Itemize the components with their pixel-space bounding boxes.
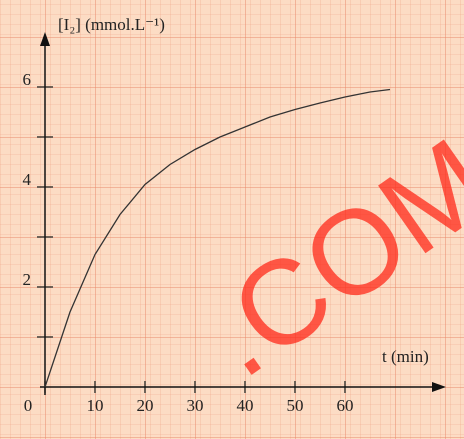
x-arrow [432, 382, 446, 392]
y-tick-label: 6 [23, 70, 32, 89]
y-tick-label: 2 [23, 270, 32, 289]
y-arrow [40, 32, 50, 46]
x-tick-label: 50 [287, 396, 304, 415]
y-axis-label: [I₂] (mmol.L⁻¹) [58, 15, 165, 34]
data-line [44, 88, 391, 388]
x-tick-label: 10 [87, 396, 104, 415]
x-tick-label: 60 [337, 396, 354, 415]
x-tick-label: 20 [137, 396, 154, 415]
x-tick-label: 0 [24, 396, 33, 415]
x-tick-label: 30 [187, 396, 204, 415]
y-tick-label: 4 [23, 170, 32, 189]
x-axis-label: t (min) [382, 347, 429, 366]
x-tick-label: 40 [237, 396, 254, 415]
